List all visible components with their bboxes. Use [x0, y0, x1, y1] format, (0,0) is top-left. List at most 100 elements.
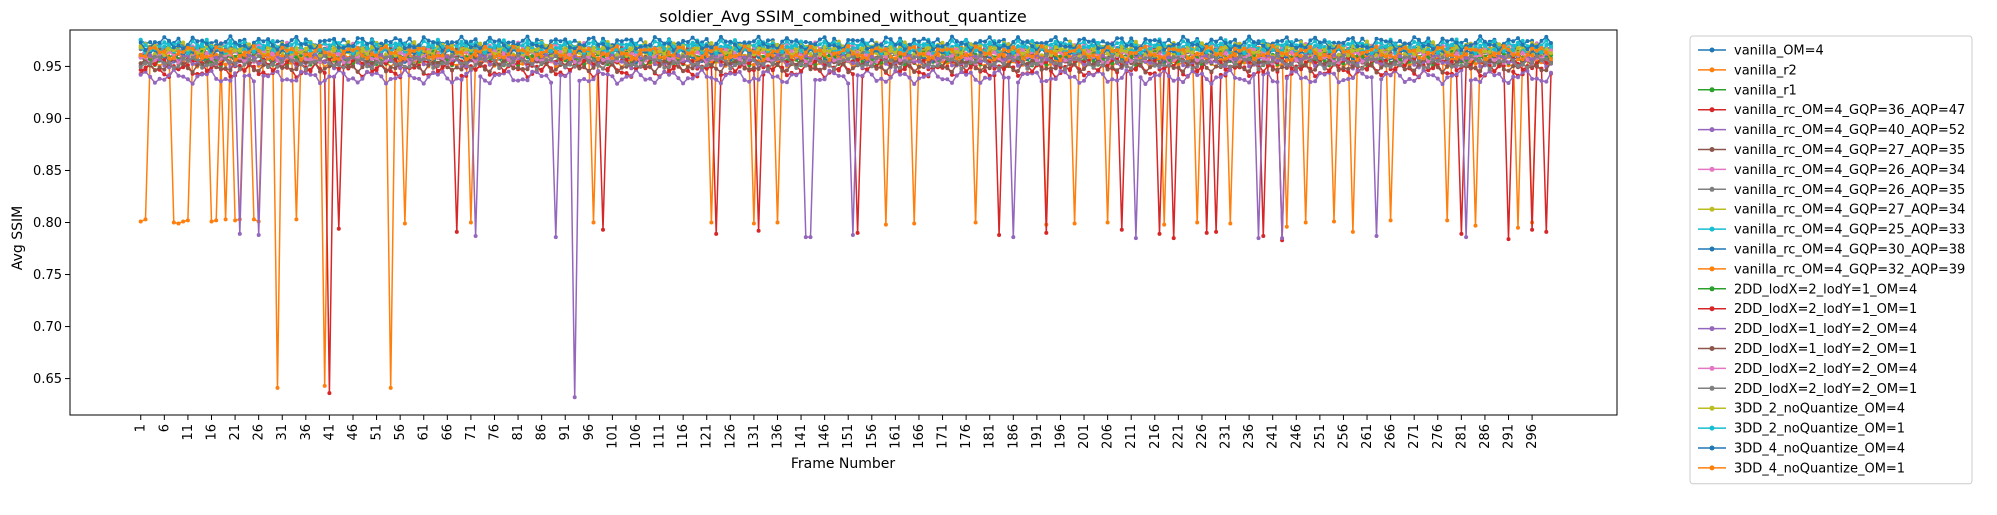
data-point [855, 230, 860, 235]
data-point [1322, 72, 1327, 77]
data-point [223, 77, 228, 81]
data-point [1506, 60, 1511, 65]
data-point [615, 52, 620, 57]
data-point [1478, 80, 1483, 84]
data-point [770, 68, 775, 73]
data-point [336, 226, 341, 231]
data-point [1228, 40, 1233, 45]
data-point [1549, 70, 1553, 75]
data-point [695, 72, 700, 77]
data-point [1322, 61, 1327, 66]
data-point [775, 52, 780, 57]
data-point [511, 66, 516, 71]
data-point [318, 81, 322, 86]
data-point [1195, 220, 1200, 225]
data-point [534, 57, 539, 62]
data-point [487, 62, 492, 67]
data-point [294, 78, 299, 83]
data-point [676, 76, 681, 81]
data-point [747, 61, 752, 65]
data-point [572, 54, 577, 59]
data-point [1299, 76, 1303, 81]
data-point [723, 47, 728, 52]
data-point [1204, 230, 1209, 235]
data-point [200, 56, 205, 61]
data-point [935, 74, 940, 79]
data-point [676, 64, 681, 69]
data-point [275, 39, 280, 44]
data-point [643, 64, 648, 69]
data-point [1388, 61, 1393, 66]
data-point [950, 38, 954, 43]
data-point [336, 66, 341, 71]
data-point [247, 73, 252, 78]
data-point [534, 37, 539, 42]
data-point [751, 221, 756, 226]
data-point [1440, 82, 1445, 87]
data-point [275, 69, 280, 74]
data-point [1388, 73, 1393, 78]
data-point [1284, 58, 1289, 63]
data-point [690, 66, 695, 71]
data-point [586, 41, 591, 46]
data-point [619, 70, 624, 75]
data-point [601, 72, 605, 76]
data-point [162, 72, 167, 77]
data-point [629, 57, 634, 62]
data-point [1138, 63, 1143, 68]
data-point [1449, 59, 1454, 64]
data-point [171, 220, 176, 225]
data-point [1544, 79, 1549, 84]
data-point [487, 39, 492, 44]
data-point [1398, 73, 1402, 78]
data-point [398, 42, 403, 47]
data-point [553, 40, 558, 45]
data-point [459, 77, 464, 82]
data-point [1383, 71, 1388, 76]
data-point [1166, 55, 1171, 60]
data-point [1044, 66, 1049, 71]
data-point [591, 45, 596, 50]
data-point [817, 67, 822, 72]
data-point [195, 63, 200, 68]
data-point [157, 65, 162, 70]
data-point [667, 57, 671, 62]
data-point [1284, 224, 1289, 229]
data-point [520, 67, 525, 71]
data-point [1445, 218, 1450, 223]
data-point [256, 39, 261, 44]
data-point [1204, 65, 1209, 70]
data-point [176, 36, 181, 41]
data-point [294, 67, 299, 72]
data-point [737, 69, 742, 74]
data-point [1233, 57, 1237, 62]
data-point [138, 72, 143, 77]
data-point [473, 37, 478, 42]
data-point [162, 77, 167, 82]
data-point [1327, 69, 1332, 74]
data-point [1223, 67, 1228, 72]
data-point [667, 72, 671, 77]
data-point [667, 68, 671, 73]
data-point [563, 74, 568, 79]
data-point [299, 69, 304, 74]
data-point [322, 41, 327, 46]
data-point [940, 77, 945, 82]
data-point [530, 69, 535, 74]
data-point [827, 68, 832, 73]
data-point [1416, 74, 1421, 79]
data-point [1166, 37, 1171, 42]
data-point [1072, 62, 1077, 67]
data-point [1242, 67, 1247, 72]
data-point [784, 80, 789, 85]
data-point [1148, 76, 1153, 81]
data-point [596, 69, 601, 73]
data-point [572, 38, 577, 43]
data-point [1261, 234, 1266, 238]
data-point [256, 61, 261, 66]
data-point [1077, 69, 1082, 74]
data-point [912, 221, 917, 226]
data-point [435, 60, 440, 65]
data-point [1313, 39, 1318, 44]
data-point [572, 60, 577, 64]
